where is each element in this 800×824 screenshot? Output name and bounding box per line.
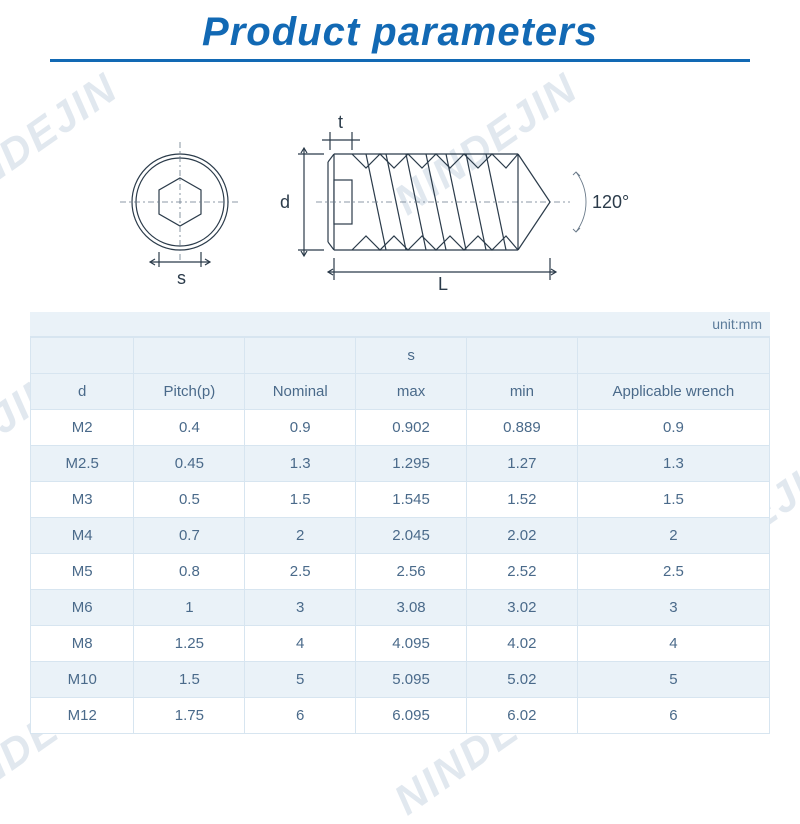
table-row: M2.50.451.31.2951.271.3 — [31, 446, 770, 482]
cell-max: 3.08 — [356, 590, 467, 626]
cell-nominal: 6 — [245, 698, 356, 734]
cell-nominal: 2.5 — [245, 554, 356, 590]
cell-d: M2.5 — [31, 446, 134, 482]
cell-wrench: 0.9 — [577, 410, 769, 446]
cell-min: 1.52 — [466, 482, 577, 518]
cell-wrench: 2 — [577, 518, 769, 554]
side-view-icon — [298, 132, 586, 280]
cell-pitch: 0.7 — [134, 518, 245, 554]
cell-wrench: 1.3 — [577, 446, 769, 482]
cell-max: 2.045 — [356, 518, 467, 554]
cell-pitch: 0.8 — [134, 554, 245, 590]
cell-max: 2.56 — [356, 554, 467, 590]
cell-wrench: 4 — [577, 626, 769, 662]
table-row: M101.555.0955.025 — [31, 662, 770, 698]
cell-d: M4 — [31, 518, 134, 554]
table-row: M81.2544.0954.024 — [31, 626, 770, 662]
cell-nominal: 1.5 — [245, 482, 356, 518]
cell-max: 1.545 — [356, 482, 467, 518]
cell-wrench: 2.5 — [577, 554, 769, 590]
cell-d: M6 — [31, 590, 134, 626]
col-pitch: Pitch(p) — [134, 374, 245, 410]
cell-wrench: 6 — [577, 698, 769, 734]
cell-d: M3 — [31, 482, 134, 518]
cell-max: 5.095 — [356, 662, 467, 698]
table-row: M50.82.52.562.522.5 — [31, 554, 770, 590]
cell-d: M2 — [31, 410, 134, 446]
label-angle: 120° — [592, 192, 629, 212]
cell-pitch: 0.5 — [134, 482, 245, 518]
table-row: M121.7566.0956.026 — [31, 698, 770, 734]
spec-table: unit:mm s dPitch(p)NominalmaxminApplicabl… — [30, 312, 770, 734]
cell-min: 3.02 — [466, 590, 577, 626]
technical-diagram: s — [0, 62, 800, 312]
table-header: s dPitch(p)NominalmaxminApplicable wrench — [31, 338, 770, 410]
cell-pitch: 1.25 — [134, 626, 245, 662]
front-view-icon — [120, 142, 240, 267]
cell-nominal: 4 — [245, 626, 356, 662]
label-L: L — [438, 274, 448, 294]
cell-wrench: 3 — [577, 590, 769, 626]
cell-d: M12 — [31, 698, 134, 734]
cell-pitch: 1 — [134, 590, 245, 626]
label-t: t — [338, 112, 343, 132]
cell-min: 4.02 — [466, 626, 577, 662]
cell-wrench: 5 — [577, 662, 769, 698]
cell-d: M5 — [31, 554, 134, 590]
cell-pitch: 1.75 — [134, 698, 245, 734]
cell-d: M10 — [31, 662, 134, 698]
cell-d: M8 — [31, 626, 134, 662]
cell-max: 4.095 — [356, 626, 467, 662]
cell-pitch: 0.45 — [134, 446, 245, 482]
cell-pitch: 0.4 — [134, 410, 245, 446]
col-nominal: Nominal — [245, 374, 356, 410]
cell-min: 2.02 — [466, 518, 577, 554]
col-d: d — [31, 374, 134, 410]
cell-min: 1.27 — [466, 446, 577, 482]
table-row: M20.40.90.9020.8890.9 — [31, 410, 770, 446]
table-row: M30.51.51.5451.521.5 — [31, 482, 770, 518]
cell-pitch: 1.5 — [134, 662, 245, 698]
cell-nominal: 2 — [245, 518, 356, 554]
cell-max: 0.902 — [356, 410, 467, 446]
label-s: s — [177, 268, 186, 288]
cell-max: 1.295 — [356, 446, 467, 482]
cell-nominal: 0.9 — [245, 410, 356, 446]
cell-min: 5.02 — [466, 662, 577, 698]
cell-nominal: 1.3 — [245, 446, 356, 482]
label-d: d — [280, 192, 290, 212]
cell-wrench: 1.5 — [577, 482, 769, 518]
cell-min: 2.52 — [466, 554, 577, 590]
col-max: max — [356, 374, 467, 410]
table-row: M6133.083.023 — [31, 590, 770, 626]
col-s-group: s — [356, 338, 467, 374]
col-wrench: Applicable wrench — [577, 374, 769, 410]
blank — [31, 338, 134, 374]
cell-nominal: 3 — [245, 590, 356, 626]
cell-max: 6.095 — [356, 698, 467, 734]
cell-min: 0.889 — [466, 410, 577, 446]
cell-min: 6.02 — [466, 698, 577, 734]
page-title: Product parameters — [0, 10, 800, 55]
col-min: min — [466, 374, 577, 410]
table-row: M40.722.0452.022 — [31, 518, 770, 554]
unit-label: unit:mm — [30, 312, 770, 337]
cell-nominal: 5 — [245, 662, 356, 698]
